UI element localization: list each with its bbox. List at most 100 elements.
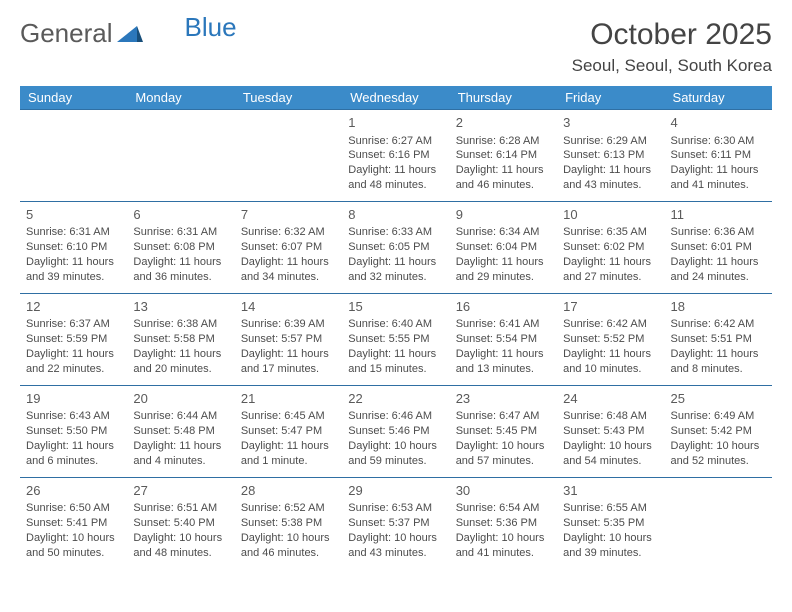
sunrise-text: Sunrise: 6:39 AM	[241, 317, 336, 332]
day-cell: 13 Sunrise: 6:38 AM Sunset: 5:58 PM Dayl…	[127, 293, 234, 385]
week-row: 12 Sunrise: 6:37 AM Sunset: 5:59 PM Dayl…	[20, 293, 772, 385]
sunset-text: Sunset: 5:59 PM	[26, 332, 121, 347]
sunrise-text: Sunrise: 6:36 AM	[671, 225, 766, 240]
day-number: 26	[26, 482, 121, 500]
day-number: 11	[671, 206, 766, 224]
day-number: 13	[133, 298, 228, 316]
daylight-text: and 54 minutes.	[563, 454, 658, 469]
daylight-text: Daylight: 11 hours	[133, 255, 228, 270]
sunrise-text: Sunrise: 6:30 AM	[671, 134, 766, 149]
day-cell: 29 Sunrise: 6:53 AM Sunset: 5:37 PM Dayl…	[342, 477, 449, 568]
weekday-header-row: Sunday Monday Tuesday Wednesday Thursday…	[20, 86, 772, 110]
daylight-text: Daylight: 11 hours	[671, 347, 766, 362]
daylight-text: Daylight: 11 hours	[563, 163, 658, 178]
daylight-text: and 20 minutes.	[133, 362, 228, 377]
sunset-text: Sunset: 6:02 PM	[563, 240, 658, 255]
sunrise-text: Sunrise: 6:51 AM	[133, 501, 228, 516]
day-number: 8	[348, 206, 443, 224]
daylight-text: Daylight: 11 hours	[671, 255, 766, 270]
daylight-text: Daylight: 10 hours	[26, 531, 121, 546]
sunset-text: Sunset: 5:46 PM	[348, 424, 443, 439]
day-cell: 11 Sunrise: 6:36 AM Sunset: 6:01 PM Dayl…	[665, 201, 772, 293]
daylight-text: Daylight: 10 hours	[671, 439, 766, 454]
sunrise-text: Sunrise: 6:53 AM	[348, 501, 443, 516]
day-number: 23	[456, 390, 551, 408]
sunset-text: Sunset: 5:43 PM	[563, 424, 658, 439]
sunset-text: Sunset: 6:04 PM	[456, 240, 551, 255]
daylight-text: and 43 minutes.	[348, 546, 443, 561]
location: Seoul, Seoul, South Korea	[572, 56, 772, 76]
day-cell: 23 Sunrise: 6:47 AM Sunset: 5:45 PM Dayl…	[450, 385, 557, 477]
sunrise-text: Sunrise: 6:52 AM	[241, 501, 336, 516]
daylight-text: and 34 minutes.	[241, 270, 336, 285]
day-number: 15	[348, 298, 443, 316]
daylight-text: Daylight: 11 hours	[456, 347, 551, 362]
day-cell: 1 Sunrise: 6:27 AM Sunset: 6:16 PM Dayli…	[342, 110, 449, 202]
day-number: 17	[563, 298, 658, 316]
sunrise-text: Sunrise: 6:31 AM	[26, 225, 121, 240]
daylight-text: Daylight: 10 hours	[348, 531, 443, 546]
day-number: 31	[563, 482, 658, 500]
sunrise-text: Sunrise: 6:43 AM	[26, 409, 121, 424]
daylight-text: and 57 minutes.	[456, 454, 551, 469]
day-cell: 22 Sunrise: 6:46 AM Sunset: 5:46 PM Dayl…	[342, 385, 449, 477]
daylight-text: and 41 minutes.	[671, 178, 766, 193]
daylight-text: and 27 minutes.	[563, 270, 658, 285]
day-number: 2	[456, 114, 551, 132]
daylight-text: Daylight: 11 hours	[26, 255, 121, 270]
daylight-text: Daylight: 10 hours	[456, 531, 551, 546]
day-cell: 8 Sunrise: 6:33 AM Sunset: 6:05 PM Dayli…	[342, 201, 449, 293]
sunset-text: Sunset: 5:42 PM	[671, 424, 766, 439]
daylight-text: Daylight: 11 hours	[348, 163, 443, 178]
daylight-text: and 48 minutes.	[348, 178, 443, 193]
sunrise-text: Sunrise: 6:42 AM	[671, 317, 766, 332]
day-number: 18	[671, 298, 766, 316]
day-cell: 3 Sunrise: 6:29 AM Sunset: 6:13 PM Dayli…	[557, 110, 664, 202]
daylight-text: Daylight: 10 hours	[456, 439, 551, 454]
day-number: 1	[348, 114, 443, 132]
day-cell: 31 Sunrise: 6:55 AM Sunset: 5:35 PM Dayl…	[557, 477, 664, 568]
day-number: 27	[133, 482, 228, 500]
day-number: 20	[133, 390, 228, 408]
day-cell: 30 Sunrise: 6:54 AM Sunset: 5:36 PM Dayl…	[450, 477, 557, 568]
day-cell: 18 Sunrise: 6:42 AM Sunset: 5:51 PM Dayl…	[665, 293, 772, 385]
day-cell: 16 Sunrise: 6:41 AM Sunset: 5:54 PM Dayl…	[450, 293, 557, 385]
day-number: 3	[563, 114, 658, 132]
day-cell: 15 Sunrise: 6:40 AM Sunset: 5:55 PM Dayl…	[342, 293, 449, 385]
day-number: 10	[563, 206, 658, 224]
calendar-table: Sunday Monday Tuesday Wednesday Thursday…	[20, 86, 772, 569]
sunrise-text: Sunrise: 6:54 AM	[456, 501, 551, 516]
sunrise-text: Sunrise: 6:31 AM	[133, 225, 228, 240]
week-row: 19 Sunrise: 6:43 AM Sunset: 5:50 PM Dayl…	[20, 385, 772, 477]
sunset-text: Sunset: 6:10 PM	[26, 240, 121, 255]
day-cell: 21 Sunrise: 6:45 AM Sunset: 5:47 PM Dayl…	[235, 385, 342, 477]
daylight-text: Daylight: 11 hours	[456, 255, 551, 270]
sunset-text: Sunset: 5:52 PM	[563, 332, 658, 347]
daylight-text: and 17 minutes.	[241, 362, 336, 377]
sunrise-text: Sunrise: 6:42 AM	[563, 317, 658, 332]
week-row: 5 Sunrise: 6:31 AM Sunset: 6:10 PM Dayli…	[20, 201, 772, 293]
day-cell: 12 Sunrise: 6:37 AM Sunset: 5:59 PM Dayl…	[20, 293, 127, 385]
day-cell: 10 Sunrise: 6:35 AM Sunset: 6:02 PM Dayl…	[557, 201, 664, 293]
sunrise-text: Sunrise: 6:40 AM	[348, 317, 443, 332]
day-cell: 19 Sunrise: 6:43 AM Sunset: 5:50 PM Dayl…	[20, 385, 127, 477]
sunset-text: Sunset: 6:07 PM	[241, 240, 336, 255]
day-number: 29	[348, 482, 443, 500]
daylight-text: Daylight: 11 hours	[348, 255, 443, 270]
sunset-text: Sunset: 6:05 PM	[348, 240, 443, 255]
sunset-text: Sunset: 5:57 PM	[241, 332, 336, 347]
sunrise-text: Sunrise: 6:48 AM	[563, 409, 658, 424]
sunset-text: Sunset: 5:55 PM	[348, 332, 443, 347]
weekday-wednesday: Wednesday	[342, 86, 449, 110]
sunset-text: Sunset: 6:01 PM	[671, 240, 766, 255]
daylight-text: Daylight: 10 hours	[348, 439, 443, 454]
day-number: 19	[26, 390, 121, 408]
daylight-text: Daylight: 11 hours	[671, 163, 766, 178]
day-cell	[127, 110, 234, 202]
daylight-text: Daylight: 11 hours	[348, 347, 443, 362]
day-number: 12	[26, 298, 121, 316]
logo-text-blue: Blue	[185, 12, 237, 43]
weekday-saturday: Saturday	[665, 86, 772, 110]
daylight-text: Daylight: 11 hours	[241, 255, 336, 270]
daylight-text: Daylight: 11 hours	[241, 347, 336, 362]
